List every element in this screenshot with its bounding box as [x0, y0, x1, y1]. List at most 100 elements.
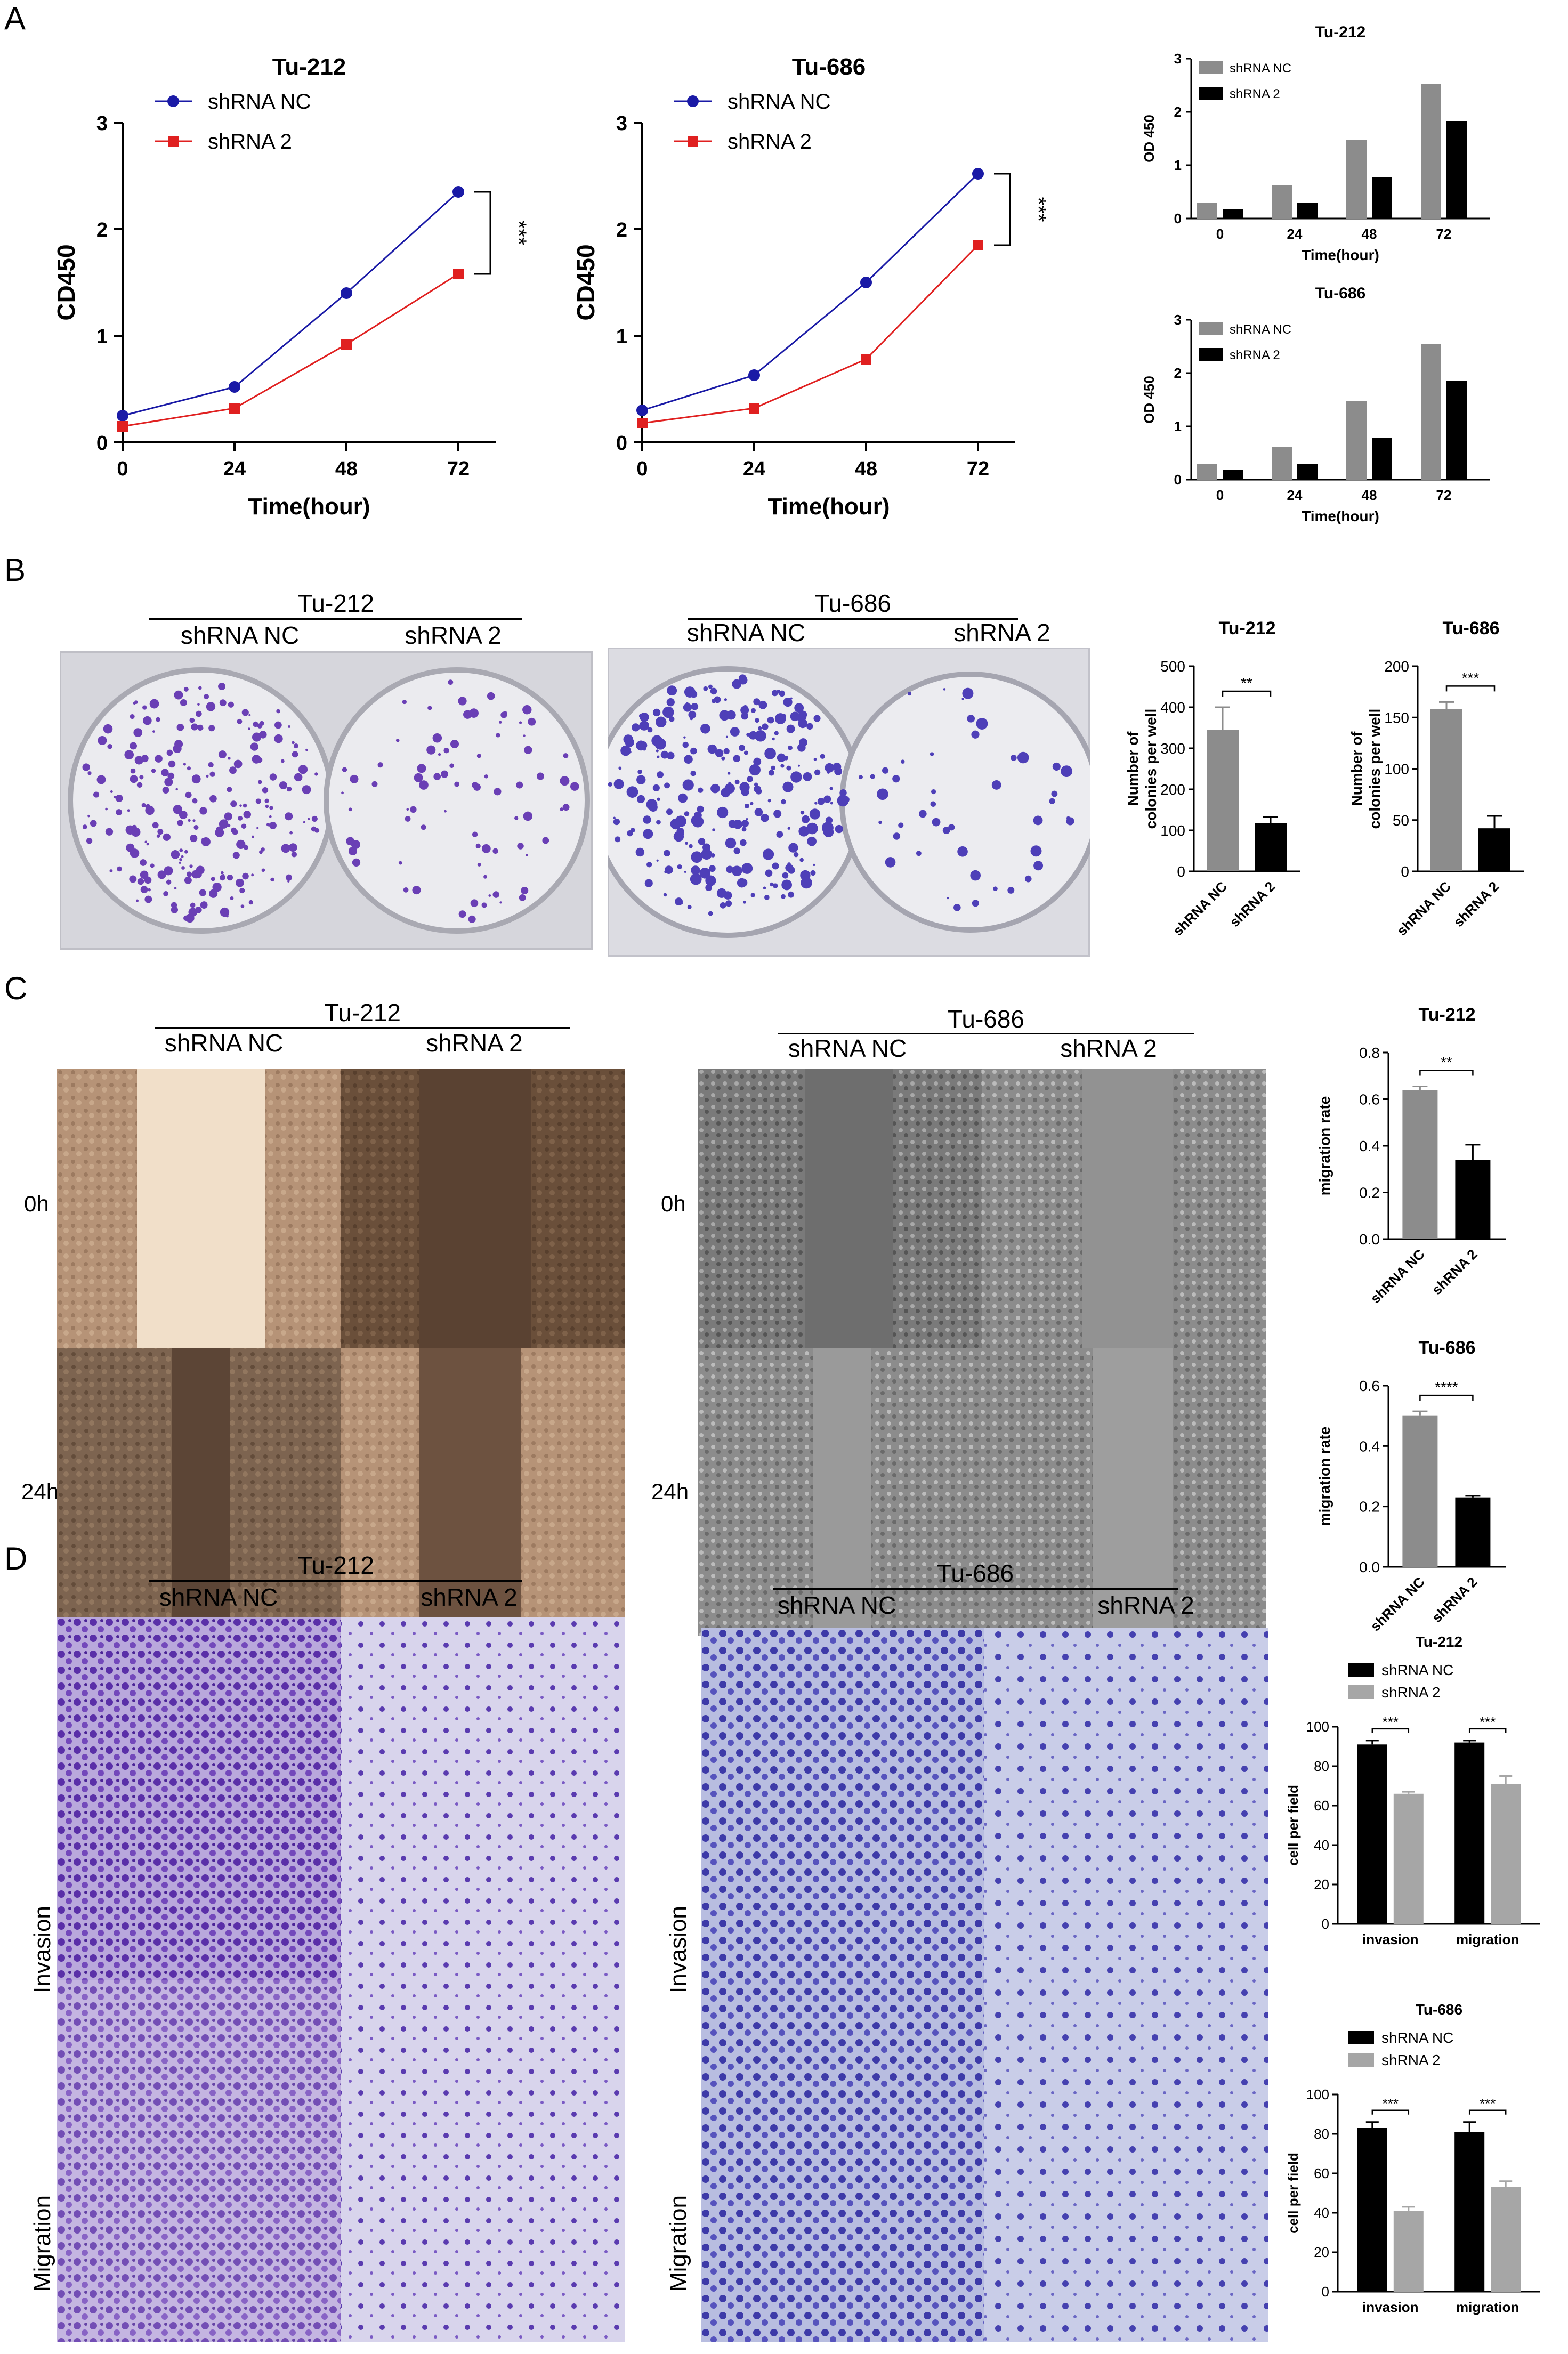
colony-dot	[691, 851, 703, 863]
panel-letter-d: D	[4, 1541, 28, 1576]
colony-dot	[161, 769, 169, 776]
colony-dot	[710, 783, 720, 794]
colony-dot	[206, 702, 216, 711]
colony-dot	[663, 893, 667, 897]
colony-dot	[741, 863, 753, 874]
colony-dot	[768, 770, 774, 776]
colony-dot	[799, 738, 807, 747]
legend-swatch	[1348, 1663, 1374, 1677]
colony-dot	[450, 739, 459, 748]
bar-nc	[1402, 1090, 1438, 1239]
colony-dot	[733, 819, 743, 829]
y-axis-label: migration rate	[1316, 1096, 1333, 1196]
colony-dot	[690, 690, 698, 698]
colony-dot	[630, 828, 635, 833]
colony-dot	[219, 699, 227, 707]
colony-dot	[813, 863, 815, 867]
colony-dot	[183, 763, 186, 766]
y-tick-label: 100	[1160, 822, 1185, 839]
colony-dot	[523, 811, 533, 821]
colony-dot	[454, 781, 460, 787]
colony-dot	[829, 787, 833, 790]
colony-dot	[781, 894, 786, 899]
colony-dot	[885, 857, 896, 868]
legend-marker	[687, 95, 699, 107]
colony-dot	[212, 883, 222, 892]
colony-dot	[350, 774, 359, 783]
colony-dot	[657, 797, 660, 802]
colony-dot	[253, 721, 258, 727]
legend-label: shRNA 2	[1381, 2052, 1441, 2068]
colony-dot	[175, 788, 178, 791]
colony-dot	[608, 782, 613, 787]
colony-dot	[656, 859, 659, 862]
colony-dot	[667, 751, 675, 760]
y-tick-label: 0	[1177, 863, 1185, 880]
colony-dot	[219, 819, 229, 829]
significance-bracket	[1468, 1728, 1507, 1733]
c-wound-images-tu686	[698, 1069, 1266, 1636]
colony-dot	[130, 775, 138, 783]
colony-dot	[292, 751, 298, 758]
colony-dot	[701, 848, 712, 860]
bar-sh2	[1223, 209, 1243, 219]
colony-dot	[371, 781, 378, 787]
legend-label: shRNA NC	[1381, 2029, 1453, 2046]
bar-nc	[1346, 401, 1367, 480]
y-tick-label: 200	[1160, 781, 1185, 798]
colony-dot	[907, 692, 912, 696]
colony-dot	[687, 904, 692, 909]
colony-dot	[124, 750, 134, 759]
colony-dot	[680, 831, 684, 837]
bar-nc	[1454, 1742, 1485, 1924]
colony-dot	[825, 763, 835, 773]
data-point-nc	[117, 410, 128, 422]
colony-dot	[692, 815, 704, 828]
colony-dot	[201, 838, 205, 841]
colony-dot	[731, 865, 742, 877]
colony-dot	[164, 778, 173, 787]
colony-dot	[183, 915, 189, 921]
chart-b-bar-tu212: Tu-212 0 100 200 300 400 500 Number of colonies …	[1125, 618, 1300, 939]
colony-dot	[130, 848, 140, 858]
colony-dot	[251, 873, 254, 877]
colony-dot	[670, 818, 682, 830]
colony-dot	[690, 873, 702, 885]
colony-dot	[1066, 816, 1070, 820]
colony-dot	[733, 755, 740, 762]
x-tick-label: shRNA NC	[1394, 878, 1454, 939]
x-axis-label: Time(hour)	[1302, 247, 1379, 263]
colony-dot	[149, 699, 159, 709]
x-tick-label: 72	[967, 458, 989, 480]
colony-dot	[256, 757, 263, 763]
colony-dot	[173, 744, 182, 754]
bar-sh2	[1223, 470, 1243, 480]
colony-dot	[341, 791, 344, 795]
colony-dot	[276, 709, 280, 714]
x-tick-label: shRNA 2	[1450, 878, 1502, 930]
colony-dot	[685, 842, 688, 845]
c-row-label-24h-tu212: 24h	[21, 1479, 59, 1504]
data-point-nc	[341, 287, 352, 299]
colony-dot	[638, 713, 644, 718]
colony-dot	[724, 698, 727, 701]
legend-swatch	[1199, 61, 1223, 74]
bar-nc	[1430, 709, 1462, 871]
colony-dot	[967, 715, 975, 723]
colony-dot	[637, 795, 645, 803]
colony-dot	[970, 870, 981, 881]
colony-dot	[528, 717, 536, 726]
colony-dot	[524, 746, 532, 754]
colony-dot	[204, 694, 209, 700]
colony-dot	[192, 819, 196, 822]
y-tick-label: 0.6	[1359, 1091, 1380, 1108]
colony-dot	[613, 816, 616, 819]
colony-dot	[500, 711, 507, 718]
c-label-nc-tu212: shRNA NC	[164, 1029, 284, 1057]
colony-dot	[192, 798, 198, 804]
colony-dot	[721, 756, 725, 761]
y-tick-label: 80	[1314, 1758, 1329, 1774]
colony-dot	[762, 723, 769, 730]
colony-dot	[942, 827, 950, 834]
data-point-nc	[748, 369, 760, 381]
